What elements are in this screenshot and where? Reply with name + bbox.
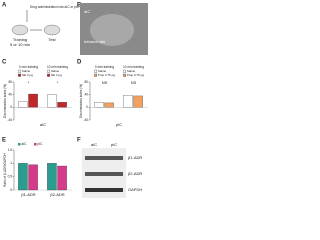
legend-swatch xyxy=(94,73,97,77)
y-axis-label: Ratio of β-ADR/GAPDH xyxy=(3,152,7,186)
y-tick-label: -40 xyxy=(83,118,88,122)
annotation: NS xyxy=(102,80,108,85)
legend-swatch xyxy=(34,143,37,146)
group-label: 10 min training xyxy=(123,65,144,69)
legend-swatch xyxy=(47,69,50,73)
annotation: * xyxy=(57,80,59,85)
lane-label: aIC xyxy=(91,142,97,147)
legend-swatch xyxy=(18,69,22,73)
bar xyxy=(47,94,57,108)
y-tick-label: 80 xyxy=(84,80,88,84)
panel-letter: B xyxy=(77,3,82,9)
y-tick-label: 1.5 xyxy=(8,148,13,152)
tissue xyxy=(90,14,134,46)
bar xyxy=(18,101,28,108)
band-label: GAPDH xyxy=(128,187,142,192)
y-tick-label: 0 xyxy=(86,105,88,109)
label: 5 or 10 min xyxy=(10,42,30,47)
legend-label: Prop 0.75 µg xyxy=(98,73,116,77)
bar xyxy=(104,102,114,108)
bar xyxy=(94,102,104,108)
y-tick-label: -40 xyxy=(7,118,12,122)
x-tick-label: β2-ADR xyxy=(50,192,64,197)
arena xyxy=(43,24,61,36)
x-tick-label: β1-ADR xyxy=(21,192,35,197)
bar xyxy=(28,93,38,108)
legend-label: NE 3 µg xyxy=(22,73,33,77)
bar xyxy=(18,163,28,191)
y-tick-label: 80 xyxy=(8,80,12,84)
bar xyxy=(57,165,67,191)
legend-swatch xyxy=(123,73,126,77)
label: aIC xyxy=(84,9,90,14)
y-tick-label: 0 xyxy=(10,105,12,109)
bar xyxy=(123,95,133,108)
label: Test xyxy=(48,37,56,42)
legend-label: aIC xyxy=(22,142,28,146)
note: Drug administration into aIC or pIC xyxy=(30,5,80,9)
band xyxy=(85,156,123,160)
legend-label: NE 3 µg xyxy=(51,73,62,77)
panel-letter: E xyxy=(2,138,6,144)
y-tick-label: 40 xyxy=(84,93,88,97)
y-tick-label: 40 xyxy=(8,93,12,97)
legend-swatch xyxy=(94,69,97,73)
x-axis-label: aIC xyxy=(40,122,46,127)
label: Infusion site xyxy=(84,39,106,44)
legend-swatch xyxy=(47,73,50,77)
panel-letter: A xyxy=(2,3,7,9)
bar xyxy=(28,164,38,191)
annotation: * xyxy=(28,80,30,85)
legend-label: pIC xyxy=(38,142,44,146)
figure: A B C D E F Drug administration into aIC… xyxy=(2,3,148,198)
band-label: β2-ADR xyxy=(128,171,142,176)
y-tick-label: 1 xyxy=(10,161,12,165)
legend-label: Prop 0.75 µg xyxy=(127,73,145,77)
panel-letter: C xyxy=(2,60,7,66)
band xyxy=(85,188,123,192)
group-label: 0 min training xyxy=(19,65,38,69)
arena xyxy=(11,24,29,36)
legend-swatch xyxy=(123,69,126,73)
legend-label: Saline xyxy=(22,69,31,73)
lane-label: pIC xyxy=(111,142,117,147)
bar xyxy=(47,163,57,191)
y-axis-label: Discrimination index (%) xyxy=(79,84,83,118)
panel-letter: D xyxy=(77,60,82,66)
y-axis-label: Discrimination index (%) xyxy=(3,84,7,118)
legend-swatch xyxy=(18,143,21,146)
panel-letter: F xyxy=(77,138,81,144)
y-tick-label: 0 xyxy=(10,188,12,192)
legend-label: Saline xyxy=(51,69,60,73)
legend-label: Saline xyxy=(98,69,107,73)
legend-label: Saline xyxy=(127,69,136,73)
y-tick-label: 0.5 xyxy=(8,175,13,179)
label: Training xyxy=(13,37,27,42)
group-label: 0 min training xyxy=(95,65,114,69)
x-axis-label: pIC xyxy=(116,122,122,127)
band-label: β1-ADR xyxy=(128,155,142,160)
annotation: NS xyxy=(131,80,137,85)
legend-swatch xyxy=(18,73,22,77)
group-label: 10 min training xyxy=(47,65,68,69)
bar xyxy=(133,95,143,108)
band xyxy=(85,172,123,176)
bar xyxy=(57,102,67,108)
